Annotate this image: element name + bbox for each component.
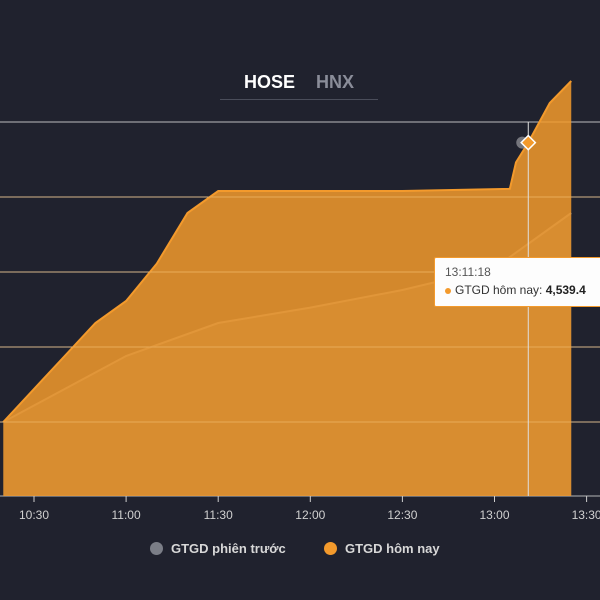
x-tick-label: 12:00 — [295, 508, 325, 522]
x-tick-label: 11:30 — [204, 508, 233, 522]
chart-legend: GTGD phiên trước GTGD hôm nay — [0, 541, 600, 561]
legend-item-today[interactable]: GTGD hôm nay — [324, 541, 440, 556]
legend-marker-today — [324, 542, 337, 555]
x-tick-label: 11:00 — [112, 508, 141, 522]
tooltip-value: 4,539.4 — [545, 283, 586, 297]
legend-item-previous-session[interactable]: GTGD phiên trước — [150, 541, 286, 556]
tooltip-time: 13:11:18 — [445, 265, 491, 279]
legend-label-previous: GTGD phiên trước — [171, 541, 286, 556]
tooltip-series-label: GTGD hôm nay: — [455, 283, 543, 297]
tooltip-series-dot — [445, 287, 451, 294]
legend-marker-previous — [150, 542, 163, 555]
tab-hose[interactable]: HOSE — [244, 72, 296, 92]
x-tick-label: 10:30 — [19, 508, 49, 522]
x-tick-label: 13:30 — [572, 508, 600, 522]
x-tick-label: 12:30 — [387, 508, 417, 522]
series-area-today — [3, 81, 572, 496]
today-hover-marker — [520, 134, 537, 151]
legend-label-today: GTGD hôm nay — [345, 541, 440, 556]
exchange-tabs: HOSE HNX — [220, 70, 378, 100]
chart-tooltip: 13:11:18 GTGD hôm nay: 4,539.4 — [434, 257, 600, 307]
tab-hnx[interactable]: HNX — [316, 72, 355, 92]
x-tick-label: 13:00 — [479, 508, 509, 522]
